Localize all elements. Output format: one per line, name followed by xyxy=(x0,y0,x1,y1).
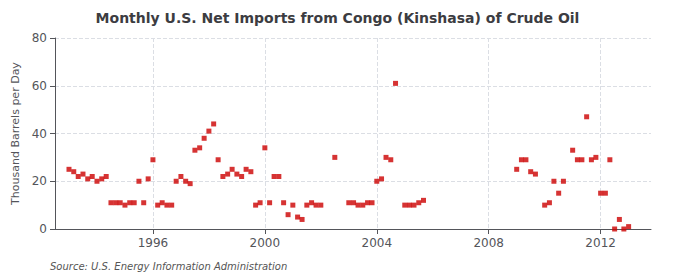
svg-text:20: 20 xyxy=(32,174,47,188)
svg-text:Thousand Barrels per Day: Thousand Barrels per Day xyxy=(9,62,22,206)
svg-text:60: 60 xyxy=(32,79,47,93)
svg-text:2012: 2012 xyxy=(585,236,616,250)
svg-text:2000: 2000 xyxy=(250,236,281,250)
svg-text:Source: U.S. Energy Informatio: Source: U.S. Energy Information Administ… xyxy=(50,261,287,272)
svg-text:2008: 2008 xyxy=(473,236,504,250)
svg-text:0: 0 xyxy=(39,222,47,236)
svg-text:Monthly U.S. Net Imports from: Monthly U.S. Net Imports from Congo (Kin… xyxy=(96,10,580,26)
svg-text:1996: 1996 xyxy=(138,236,169,250)
svg-text:80: 80 xyxy=(32,31,47,45)
svg-text:2004: 2004 xyxy=(362,236,393,250)
svg-text:40: 40 xyxy=(32,127,47,141)
